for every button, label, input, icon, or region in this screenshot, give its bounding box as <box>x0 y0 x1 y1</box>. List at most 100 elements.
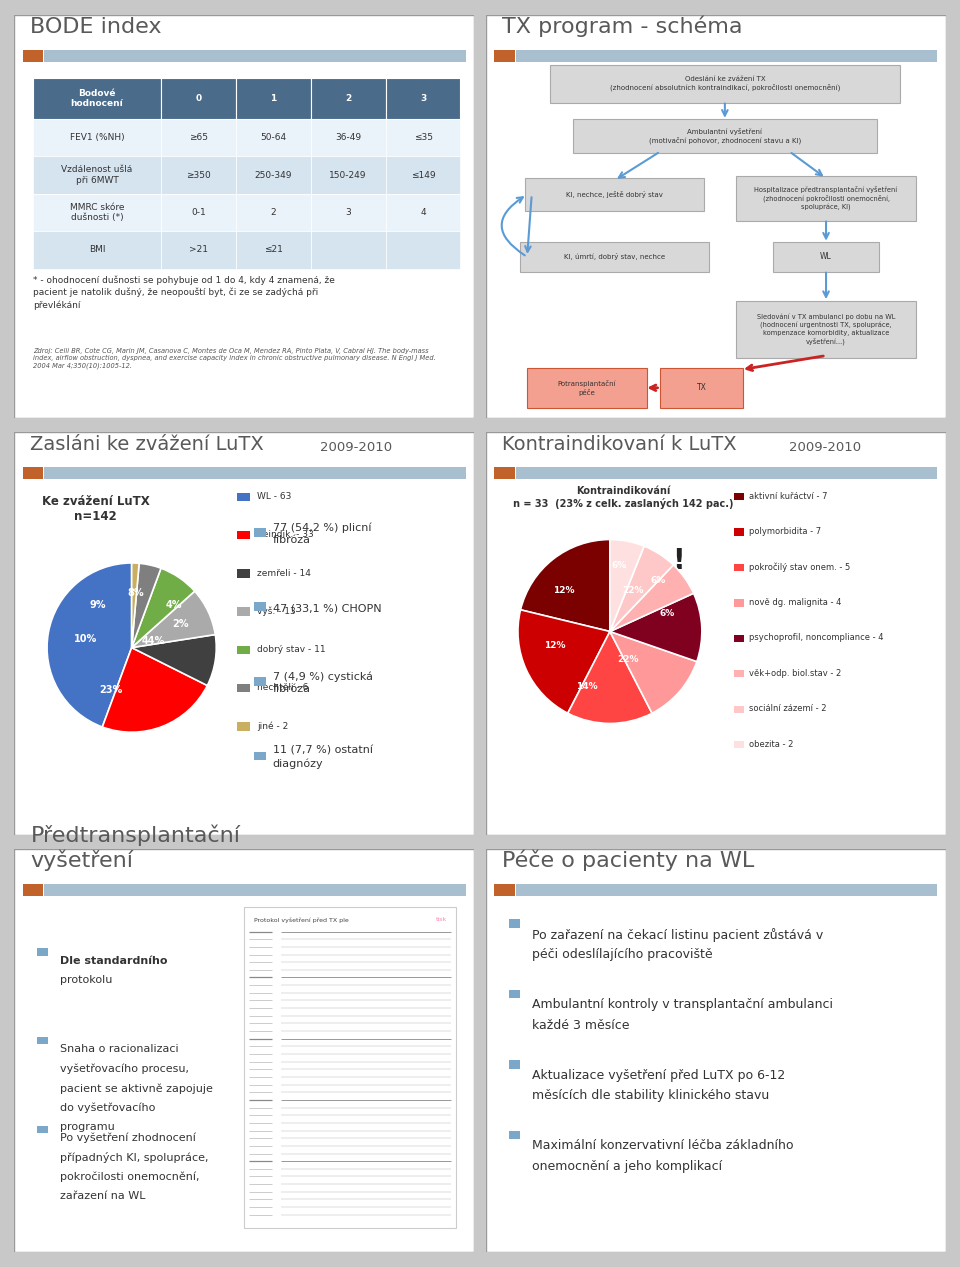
Text: Péče o pacienty na WL: Péče o pacienty na WL <box>502 850 755 872</box>
FancyBboxPatch shape <box>773 242 879 272</box>
Bar <box>245 907 456 1228</box>
Bar <box>311 119 386 156</box>
FancyBboxPatch shape <box>527 367 647 408</box>
Text: ≥350: ≥350 <box>186 171 211 180</box>
Bar <box>23 884 43 896</box>
Bar <box>237 607 251 616</box>
Text: 1: 1 <box>270 94 276 103</box>
Text: WL - 63: WL - 63 <box>257 492 292 500</box>
Text: ≤21: ≤21 <box>264 246 283 255</box>
Text: zařazení na WL: zařazení na WL <box>60 1191 146 1201</box>
Bar <box>237 531 251 540</box>
Text: Předtransplantační
vyšetření: Předtransplantační vyšetření <box>31 825 241 872</box>
Text: ≥65: ≥65 <box>189 133 208 142</box>
Text: do vyšetřovacího: do vyšetřovacího <box>60 1102 156 1112</box>
Text: TX: TX <box>697 384 707 393</box>
Bar <box>516 51 937 62</box>
Bar <box>386 156 461 194</box>
Bar <box>386 119 461 156</box>
FancyBboxPatch shape <box>660 367 743 408</box>
Text: Zasláni ke zvážení LuTX: Zasláni ke zvážení LuTX <box>31 436 264 455</box>
Bar <box>161 156 236 194</box>
Bar <box>236 156 311 194</box>
Text: vyš. - 13: vyš. - 13 <box>257 607 296 616</box>
Text: TX program - schéma: TX program - schéma <box>502 16 742 37</box>
Text: 250-349: 250-349 <box>254 171 292 180</box>
Text: Zdroj: Celli BR, Cote CG, Marin JM, Casanova C, Montes de Oca M, Mendez RA, Pint: Zdroj: Celli BR, Cote CG, Marin JM, Casa… <box>33 347 436 369</box>
Text: péči odeslílajícího pracoviště: péči odeslílajícího pracoviště <box>532 949 712 962</box>
Text: 47 (33,1 %) CHOPN: 47 (33,1 %) CHOPN <box>273 603 381 613</box>
Text: Sledování v TX ambulanci po dobu na WL
(hodnocení urgentnosti TX, spolupráce,
ko: Sledování v TX ambulanci po dobu na WL (… <box>756 314 896 345</box>
Text: 0: 0 <box>196 94 202 103</box>
Text: nechtěli - 6: nechtěli - 6 <box>257 683 308 692</box>
Text: ≤149: ≤149 <box>411 171 435 180</box>
Bar <box>37 949 47 955</box>
Text: WL: WL <box>820 252 832 261</box>
Text: 0-1: 0-1 <box>191 208 205 217</box>
Bar <box>33 77 161 119</box>
Bar <box>44 884 466 896</box>
Text: Ambulantní vyšetření
(motivační pohovor, zhodnocení stavu a KI): Ambulantní vyšetření (motivační pohovor,… <box>649 128 801 144</box>
Bar <box>253 528 266 537</box>
Text: KI, nechce, ještě dobrý stav: KI, nechce, ještě dobrý stav <box>566 191 663 198</box>
FancyBboxPatch shape <box>736 176 916 220</box>
Text: protokolu: protokolu <box>60 976 112 984</box>
Text: tisk: tisk <box>436 917 446 922</box>
Text: jiné - 2: jiné - 2 <box>257 721 288 731</box>
Text: * - ohodnocení dušnosti se pohybuje od 1 do 4, kdy 4 znamená, že
pacient je nato: * - ohodnocení dušnosti se pohybuje od 1… <box>33 275 335 309</box>
Text: aktivní kuřáctví - 7: aktivní kuřáctví - 7 <box>749 492 828 500</box>
Bar <box>237 722 251 731</box>
Bar <box>311 156 386 194</box>
Bar <box>161 77 236 119</box>
Text: pacient se aktivně zapojuje: pacient se aktivně zapojuje <box>60 1083 213 1093</box>
FancyBboxPatch shape <box>550 65 900 103</box>
Text: psychoprofil, noncompliance - 4: psychoprofil, noncompliance - 4 <box>749 634 883 642</box>
Text: sociální zázemí - 2: sociální zázemí - 2 <box>749 704 827 713</box>
Bar <box>236 119 311 156</box>
Bar <box>236 231 311 269</box>
Bar <box>161 231 236 269</box>
Text: 11 (7,7 %) ostatní
diagnózy: 11 (7,7 %) ostatní diagnózy <box>273 746 372 769</box>
Bar <box>237 493 251 500</box>
Bar <box>311 194 386 231</box>
Text: Odeslání ke zvážení TX
(zhodnocení absolutních kontraindikací, pokročilosti onem: Odeslání ke zvážení TX (zhodnocení absol… <box>610 76 840 91</box>
FancyBboxPatch shape <box>573 119 876 153</box>
Text: Kontraindikování
n = 33  (23% z celk. zaslaných 142 pac.): Kontraindikování n = 33 (23% z celk. zas… <box>514 487 734 509</box>
Bar <box>33 156 161 194</box>
Text: programu: programu <box>60 1121 115 1131</box>
Bar <box>509 1060 520 1068</box>
Bar <box>236 194 311 231</box>
Text: BMI: BMI <box>88 246 106 255</box>
Text: 3: 3 <box>346 208 351 217</box>
Text: 150-249: 150-249 <box>329 171 367 180</box>
Text: dobrý stav - 11: dobrý stav - 11 <box>257 645 325 654</box>
Bar <box>33 231 161 269</box>
Text: Snaha o racionalizaci: Snaha o racionalizaci <box>60 1044 179 1054</box>
Text: vyšetřovacího procesu,: vyšetřovacího procesu, <box>60 1064 189 1074</box>
Bar <box>311 77 386 119</box>
Bar <box>386 194 461 231</box>
Bar <box>509 1131 520 1139</box>
Bar <box>23 51 43 62</box>
FancyBboxPatch shape <box>525 179 705 210</box>
Bar <box>161 194 236 231</box>
Text: BODE index: BODE index <box>31 18 162 37</box>
Bar <box>494 468 515 479</box>
Bar <box>37 1038 47 1044</box>
Text: 77 (54,2 %) plicní
fibróza: 77 (54,2 %) plicní fibróza <box>273 522 372 545</box>
Text: KI, úmrtí, dobrý stav, nechce: KI, úmrtí, dobrý stav, nechce <box>564 253 665 261</box>
Text: Maximální konzervativní léčba základního: Maximální konzervativní léčba základního <box>532 1139 793 1152</box>
Bar <box>509 990 520 998</box>
Text: 2: 2 <box>271 208 276 217</box>
Bar <box>386 77 461 119</box>
Bar <box>37 1125 47 1133</box>
Text: >21: >21 <box>189 246 208 255</box>
Bar <box>44 468 466 479</box>
Text: zemřeli - 14: zemřeli - 14 <box>257 569 311 578</box>
Text: MMRC skóre
dušnosti (*): MMRC skóre dušnosti (*) <box>70 203 124 222</box>
Bar <box>33 119 161 156</box>
Text: Aktualizace vyšetření před LuTX po 6-12: Aktualizace vyšetření před LuTX po 6-12 <box>532 1068 785 1082</box>
Text: případných KI, spolupráce,: případných KI, spolupráce, <box>60 1152 209 1163</box>
Text: Dle standardního: Dle standardního <box>60 955 168 965</box>
Text: měsících dle stability klinického stavu: měsících dle stability klinického stavu <box>532 1090 769 1102</box>
